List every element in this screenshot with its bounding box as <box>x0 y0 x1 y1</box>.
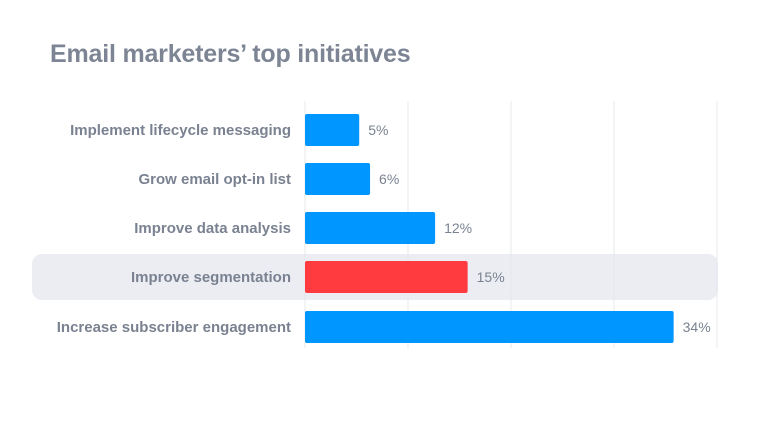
category-label: Improve data analysis <box>134 220 291 237</box>
value-label: 6% <box>379 171 399 187</box>
category-label: Implement lifecycle messaging <box>70 122 291 139</box>
bar-3 <box>305 212 436 244</box>
bars <box>305 114 674 343</box>
category-label: Improve segmentation <box>131 269 291 286</box>
value-label: 12% <box>444 220 472 236</box>
value-label: 5% <box>368 122 388 138</box>
category-labels: Implement lifecycle messaging Grow email … <box>57 122 291 336</box>
chart-title: Email marketers’ top initiatives <box>50 40 411 68</box>
category-label: Increase subscriber engagement <box>57 319 291 336</box>
value-labels: 5% 6% 12% 15% 34% <box>368 122 710 335</box>
value-label: 34% <box>683 319 711 335</box>
category-label: Grow email opt-in list <box>138 171 291 188</box>
bar-2 <box>305 163 371 195</box>
bar-5 <box>305 311 674 343</box>
value-label: 15% <box>477 269 505 285</box>
bar-4 <box>305 261 468 293</box>
bar-1 <box>305 114 360 146</box>
